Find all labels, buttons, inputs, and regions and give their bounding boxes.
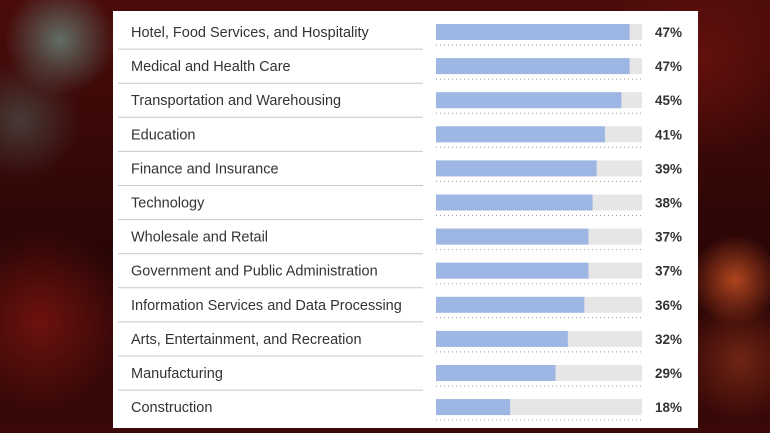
bar-chart: Hotel, Food Services, and Hospitality 47%… bbox=[118, 24, 682, 421]
value-label: 36% bbox=[655, 298, 682, 313]
bar bbox=[436, 365, 556, 381]
category-label: Education bbox=[131, 127, 196, 143]
bar-row: Information Services and Data Processing… bbox=[118, 296, 682, 323]
category-label: Transportation and Warehousing bbox=[131, 93, 341, 109]
bar-row: Arts, Entertainment, and Recreation 32% bbox=[118, 330, 682, 357]
value-label: 39% bbox=[655, 161, 682, 176]
bar-row: Government and Public Administration 37% bbox=[118, 262, 682, 289]
value-label: 18% bbox=[655, 400, 682, 415]
bar-row: Medical and Health Care 47% bbox=[118, 58, 682, 84]
category-label: Wholesale and Retail bbox=[131, 230, 268, 246]
value-label: 47% bbox=[655, 25, 682, 40]
value-label: 37% bbox=[655, 264, 682, 279]
category-label: Manufacturing bbox=[131, 366, 223, 382]
bar-row: Manufacturing 29% bbox=[118, 365, 682, 391]
category-label: Construction bbox=[131, 400, 212, 416]
value-label: 47% bbox=[655, 59, 682, 74]
category-label: Government and Public Administration bbox=[131, 264, 378, 280]
bar-row: Finance and Insurance 39% bbox=[118, 160, 682, 186]
category-label: Medical and Health Care bbox=[131, 59, 291, 75]
bar bbox=[436, 296, 585, 313]
value-label: 45% bbox=[655, 93, 682, 108]
bar bbox=[436, 194, 593, 211]
chart-card: Hotel, Food Services, and Hospitality 47%… bbox=[113, 11, 698, 428]
value-label: 41% bbox=[655, 127, 682, 142]
bar-row: Technology 38% bbox=[118, 194, 682, 221]
bar bbox=[436, 399, 511, 416]
category-label: Arts, Entertainment, and Recreation bbox=[131, 332, 362, 348]
bar-row: Construction 18% bbox=[131, 399, 682, 421]
bar bbox=[436, 24, 630, 40]
category-label: Information Services and Data Processing bbox=[131, 298, 402, 314]
bar bbox=[436, 330, 568, 347]
bar bbox=[436, 92, 622, 109]
value-label: 37% bbox=[655, 230, 682, 245]
category-label: Hotel, Food Services, and Hospitality bbox=[131, 25, 369, 41]
bar bbox=[436, 228, 589, 245]
bar bbox=[436, 262, 589, 279]
value-label: 29% bbox=[655, 366, 682, 381]
bar-row: Education 41% bbox=[118, 126, 682, 152]
bar-row: Transportation and Warehousing 45% bbox=[118, 92, 682, 118]
category-label: Finance and Insurance bbox=[131, 161, 279, 177]
bar-row: Wholesale and Retail 37% bbox=[118, 228, 682, 255]
bar-row: Hotel, Food Services, and Hospitality 47% bbox=[118, 24, 682, 50]
bar bbox=[436, 160, 597, 177]
bar bbox=[436, 58, 630, 75]
category-label: Technology bbox=[131, 196, 205, 212]
value-label: 38% bbox=[655, 196, 682, 211]
bar bbox=[436, 126, 605, 143]
value-label: 32% bbox=[655, 332, 682, 347]
